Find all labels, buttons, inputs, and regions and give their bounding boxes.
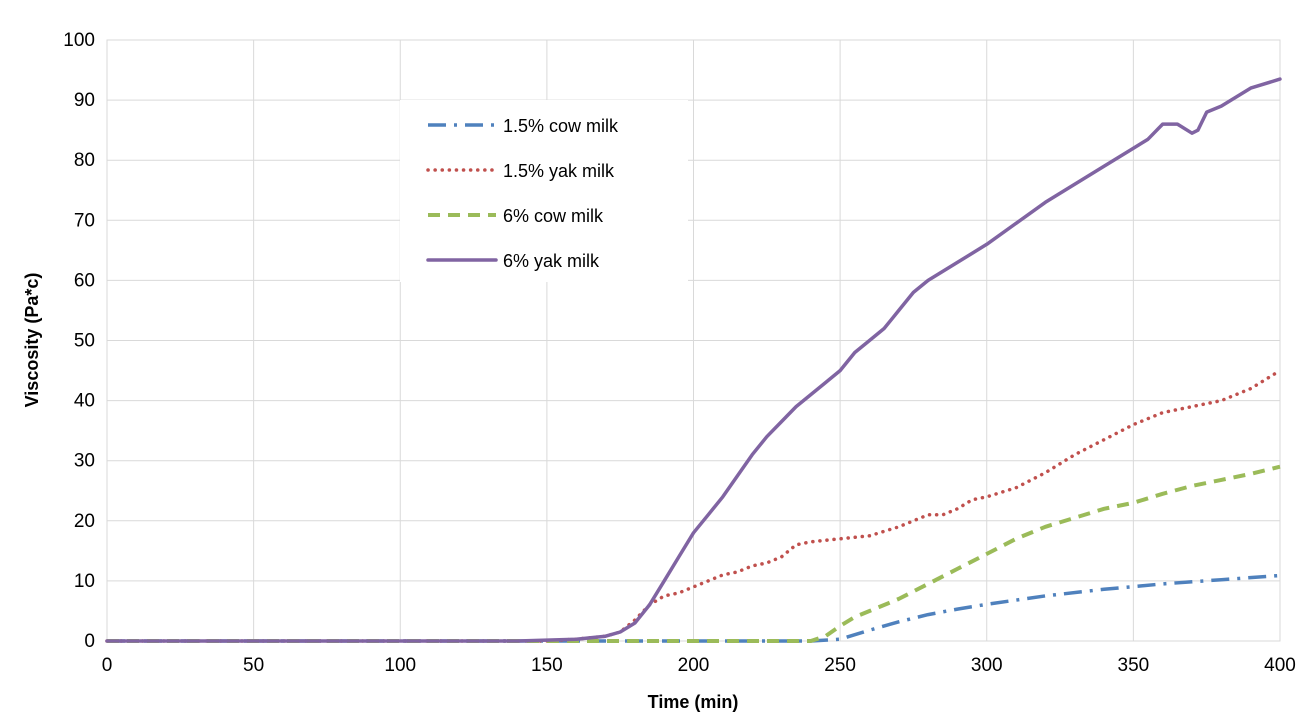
y-tick-label: 70 bbox=[74, 210, 95, 231]
y-tick-label: 90 bbox=[74, 90, 95, 111]
x-tick-label: 400 bbox=[1264, 655, 1296, 676]
x-tick-label: 300 bbox=[971, 655, 1003, 676]
legend-label-3: 6% cow milk bbox=[503, 206, 604, 226]
y-tick-label: 80 bbox=[74, 150, 95, 171]
tick-labels: 0 10 20 30 40 50 60 70 80 90 100 0 50 100 150 200 250 300… bbox=[63, 30, 1296, 676]
y-tick-label: 20 bbox=[74, 511, 95, 532]
legend-box bbox=[400, 100, 688, 282]
series-line-3 bbox=[107, 464, 1281, 643]
series-group bbox=[105, 77, 1282, 643]
x-tick-label: 0 bbox=[102, 655, 113, 676]
x-tick-label: 200 bbox=[678, 655, 710, 676]
legend-label-2: 1.5% yak milk bbox=[503, 161, 615, 181]
y-tick-label: 100 bbox=[63, 30, 95, 51]
y-tick-label: 50 bbox=[74, 331, 95, 352]
legend-label-1: 1.5% cow milk bbox=[503, 116, 619, 136]
y-axis-title: Viscosity (Pa*c) bbox=[22, 273, 42, 408]
y-tick-label: 10 bbox=[74, 571, 95, 592]
y-tick-label: 60 bbox=[74, 270, 95, 291]
y-tick-label: 30 bbox=[74, 451, 95, 472]
series-line-2 bbox=[105, 368, 1282, 643]
legend: 1.5% cow milk 1.5% yak milk 6% cow milk 6% … bbox=[400, 100, 688, 282]
x-tick-label: 100 bbox=[384, 655, 416, 676]
legend-label-4: 6% yak milk bbox=[503, 251, 600, 271]
x-tick-label: 50 bbox=[243, 655, 264, 676]
series-line-1 bbox=[107, 573, 1281, 643]
x-axis-title: Time (min) bbox=[648, 692, 739, 712]
y-tick-label: 40 bbox=[74, 391, 95, 412]
series-line-4 bbox=[105, 77, 1282, 643]
x-tick-label: 250 bbox=[824, 655, 856, 676]
x-tick-label: 150 bbox=[531, 655, 563, 676]
y-tick-label: 0 bbox=[84, 631, 95, 652]
x-tick-label: 350 bbox=[1118, 655, 1150, 676]
